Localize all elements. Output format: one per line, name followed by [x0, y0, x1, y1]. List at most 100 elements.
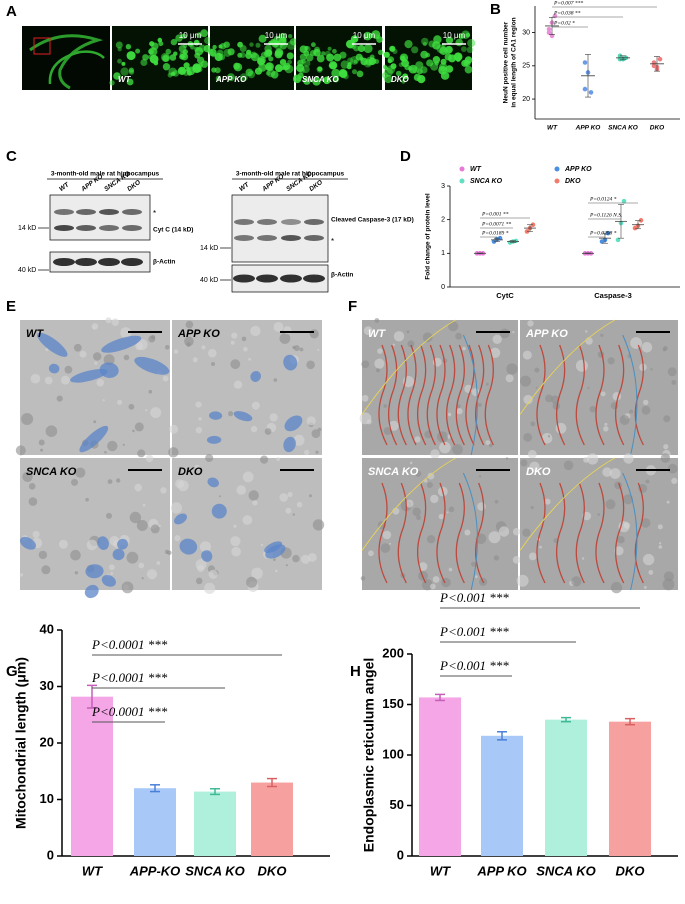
- texture: [28, 497, 38, 506]
- neuron: [170, 38, 178, 46]
- marker-label: 40 kD: [200, 277, 218, 284]
- boundary: [519, 319, 616, 415]
- mitochondrion: [19, 536, 36, 550]
- texture: [195, 427, 203, 434]
- micrograph-structure: [29, 34, 104, 90]
- texture: [641, 342, 653, 353]
- neuron: [356, 70, 364, 78]
- data-point: [582, 86, 588, 92]
- neuron: [126, 78, 134, 86]
- texture: [142, 503, 146, 507]
- texture: [448, 321, 459, 332]
- texture: [405, 499, 414, 508]
- texture: [438, 513, 444, 520]
- neuron: [214, 52, 223, 62]
- neuron: [190, 44, 195, 50]
- texture: [236, 485, 246, 495]
- boundary: [622, 472, 638, 591]
- texture: [603, 426, 609, 432]
- em-image: [362, 458, 518, 590]
- mitochondrion: [79, 425, 109, 453]
- texture: [273, 558, 276, 561]
- texture: [630, 337, 642, 349]
- band: [233, 274, 255, 283]
- texture: [430, 449, 440, 459]
- texture: [485, 440, 491, 445]
- neuron: [239, 52, 246, 58]
- texture: [619, 415, 630, 425]
- texture: [201, 345, 206, 350]
- band: [76, 225, 96, 231]
- neuron: [175, 34, 183, 42]
- texture: [170, 502, 182, 514]
- er-trace: [426, 344, 436, 446]
- texture: [610, 581, 623, 594]
- texture: [304, 449, 310, 456]
- group-label: SNCA KO: [26, 466, 77, 478]
- x-tick-label: WT: [547, 125, 558, 132]
- neuron: [148, 48, 154, 55]
- asterisk: *: [153, 209, 156, 218]
- micrograph-structure: [48, 50, 105, 85]
- neuron: [183, 62, 190, 69]
- y-tick-label: 0: [47, 847, 54, 862]
- texture: [145, 409, 148, 412]
- texture: [121, 581, 134, 594]
- band: [234, 235, 254, 241]
- x-tick-label: SNCA KO: [536, 863, 595, 878]
- group-label: APP KO: [177, 328, 220, 340]
- er-trace: [436, 482, 446, 584]
- texture: [129, 511, 142, 524]
- texture: [38, 439, 45, 446]
- texture: [169, 424, 179, 434]
- texture: [260, 543, 264, 547]
- texture: [535, 386, 538, 389]
- group-label: SNCA KO: [302, 75, 339, 84]
- neuron: [297, 72, 304, 79]
- texture: [505, 374, 514, 383]
- band: [304, 219, 324, 225]
- texture: [426, 535, 436, 544]
- neuron: [402, 73, 409, 80]
- texture: [162, 375, 169, 382]
- texture: [21, 413, 34, 425]
- band: [98, 258, 120, 266]
- er-trace: [614, 344, 625, 446]
- texture: [93, 352, 102, 361]
- y-tick-label: 40: [40, 621, 54, 636]
- legend-label: SNCA KO: [470, 178, 503, 185]
- texture: [622, 494, 634, 505]
- bar: [419, 697, 461, 856]
- neuron: [264, 44, 272, 53]
- texture: [361, 394, 369, 402]
- texture: [439, 441, 451, 454]
- texture: [643, 399, 649, 406]
- panel-letter: D: [400, 148, 411, 165]
- blot-title: 3-month-old male rat hippocampus: [51, 171, 160, 178]
- texture: [426, 482, 433, 488]
- texture: [167, 550, 172, 556]
- data-point: [588, 90, 594, 95]
- texture: [368, 550, 374, 557]
- neuron: [258, 34, 267, 43]
- neuron: [158, 41, 164, 47]
- texture: [296, 501, 303, 508]
- neuron: [200, 29, 209, 38]
- texture: [312, 519, 325, 531]
- texture: [104, 451, 107, 454]
- texture: [132, 429, 135, 433]
- texture: [309, 329, 319, 339]
- texture: [242, 515, 253, 525]
- band-label: Cyt C (14 kD): [153, 227, 193, 234]
- neuron: [287, 59, 292, 65]
- texture: [383, 404, 388, 408]
- texture: [586, 453, 599, 465]
- texture: [623, 522, 630, 529]
- neuron: [169, 54, 177, 61]
- texture: [109, 564, 115, 571]
- texture: [498, 526, 510, 537]
- texture: [116, 478, 121, 483]
- texture: [360, 576, 366, 581]
- texture: [488, 531, 501, 544]
- texture: [141, 577, 144, 580]
